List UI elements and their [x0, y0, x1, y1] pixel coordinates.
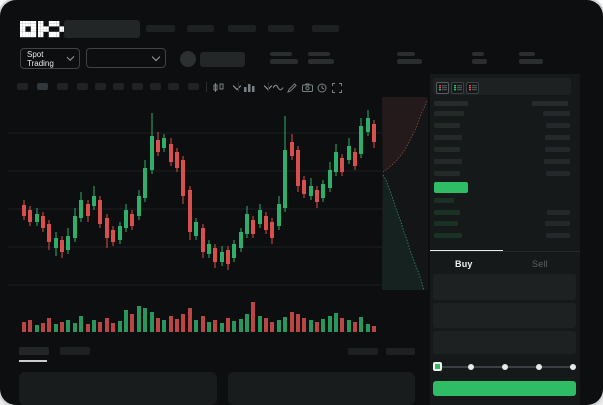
- nav-item-5[interactable]: [312, 25, 339, 32]
- stat-value-placeholder: [519, 59, 543, 64]
- slider-handle[interactable]: [433, 362, 442, 371]
- nav-item-2[interactable]: [187, 25, 214, 32]
- nav-item-3[interactable]: [228, 25, 256, 32]
- ask-row-amount[interactable]: [545, 147, 570, 152]
- bid-row-amount[interactable]: [545, 221, 570, 227]
- orderbook-mode-buy-icon[interactable]: [451, 82, 464, 94]
- ask-row-amount[interactable]: [546, 171, 570, 176]
- chevron-down-icon: [151, 52, 161, 61]
- ask-row-price[interactable]: [434, 147, 460, 152]
- ask-row-price[interactable]: [434, 171, 460, 176]
- stat-value-placeholder: [472, 59, 487, 64]
- bottom-panel-left[interactable]: [19, 372, 217, 405]
- slider-dot-3[interactable]: [536, 364, 542, 370]
- bottom-tab-history[interactable]: [60, 347, 90, 355]
- pair-selector-dropdown[interactable]: [86, 48, 166, 68]
- ask-row-amount[interactable]: [546, 123, 570, 128]
- bottom-panel-right[interactable]: [228, 372, 415, 405]
- clock-icon[interactable]: [317, 83, 327, 93]
- total-input[interactable]: [433, 331, 576, 354]
- timeframe-pill-1[interactable]: [17, 83, 28, 90]
- search-input[interactable]: [64, 20, 140, 38]
- bid-row-amount[interactable]: [546, 232, 570, 238]
- bid-row-price[interactable]: [434, 221, 458, 227]
- timeframe-pill-9[interactable]: [168, 83, 179, 90]
- orderbook-header-amount: [532, 101, 568, 106]
- bid-row-price[interactable]: [434, 198, 454, 203]
- pair-title-placeholder[interactable]: [200, 52, 245, 67]
- market-type-label: Spot Trading: [27, 49, 54, 68]
- indicator-icon[interactable]: [244, 83, 255, 92]
- slider-dot-1[interactable]: [468, 364, 474, 370]
- stat-label-placeholder: [472, 52, 484, 56]
- timeframe-pill-5[interactable]: [95, 83, 106, 90]
- chevron-down-icon: [66, 53, 75, 61]
- bid-row-price[interactable]: [434, 209, 460, 215]
- candle-type-icon[interactable]: [213, 83, 225, 92]
- timeframe-pill-7[interactable]: [132, 83, 143, 90]
- nav-item-4[interactable]: [268, 25, 294, 32]
- nav-item-1[interactable]: [146, 25, 175, 32]
- fullscreen-icon[interactable]: [332, 83, 342, 93]
- ask-row-price[interactable]: [434, 123, 460, 128]
- tab-sell[interactable]: Sell: [532, 259, 548, 269]
- chart-footer-link-1[interactable]: [348, 348, 378, 355]
- bid-row-amount[interactable]: [547, 209, 570, 215]
- orderbook-mode-all-icon[interactable]: [436, 82, 449, 94]
- pencil-icon[interactable]: [287, 83, 297, 93]
- stat-value-placeholder: [270, 59, 298, 64]
- stat-value-placeholder: [397, 59, 422, 64]
- market-type-dropdown[interactable]: Spot Trading: [20, 48, 80, 69]
- timeframe-pill-6[interactable]: [113, 83, 124, 90]
- timeframe-pill-2[interactable]: [37, 83, 48, 90]
- ticker-stat-1: [270, 52, 300, 66]
- slider-dot-2[interactable]: [502, 364, 508, 370]
- wave-icon[interactable]: [273, 84, 284, 91]
- amount-input[interactable]: [433, 303, 576, 328]
- last-price-pill[interactable]: [434, 182, 468, 193]
- chart-footer-link-2[interactable]: [386, 348, 415, 355]
- ticker-stat-2: [308, 52, 338, 66]
- orderbook-header-price: [434, 101, 468, 106]
- timeframe-pill-4[interactable]: [77, 83, 88, 90]
- ask-row-price[interactable]: [434, 111, 464, 116]
- ticker-stat-3: [397, 52, 427, 66]
- ask-row-amount[interactable]: [545, 135, 570, 140]
- ticker-stat-5: [519, 52, 549, 66]
- stat-label-placeholder: [397, 52, 415, 56]
- stat-label-placeholder: [519, 52, 535, 56]
- okx-logo: [20, 21, 68, 38]
- tab-buy[interactable]: Buy: [455, 259, 473, 269]
- bottom-tab-underline: [19, 360, 47, 362]
- stat-label-placeholder: [270, 52, 292, 56]
- timeframe-pill-8[interactable]: [150, 83, 161, 90]
- ticker-stat-4: [472, 52, 502, 66]
- ask-row-price[interactable]: [434, 159, 462, 164]
- camera-icon[interactable]: [302, 83, 313, 92]
- price-input[interactable]: [433, 274, 576, 300]
- slider-dot-4[interactable]: [570, 364, 576, 370]
- stat-label-placeholder: [308, 52, 330, 56]
- stat-value-placeholder: [308, 59, 334, 64]
- orderbook-mode-sell-icon[interactable]: [466, 82, 479, 94]
- timeframe-pill-3[interactable]: [57, 83, 68, 90]
- timeframe-pill-10[interactable]: [188, 83, 199, 90]
- buy-sell-tab-divider: [430, 251, 580, 252]
- bid-row-price[interactable]: [434, 232, 462, 238]
- coin-avatar: [180, 51, 196, 67]
- bottom-tab-orders[interactable]: [19, 347, 49, 355]
- ask-row-price[interactable]: [434, 135, 462, 140]
- ask-row-amount[interactable]: [544, 159, 570, 164]
- ask-row-amount[interactable]: [543, 111, 570, 116]
- buy-button[interactable]: [433, 381, 576, 396]
